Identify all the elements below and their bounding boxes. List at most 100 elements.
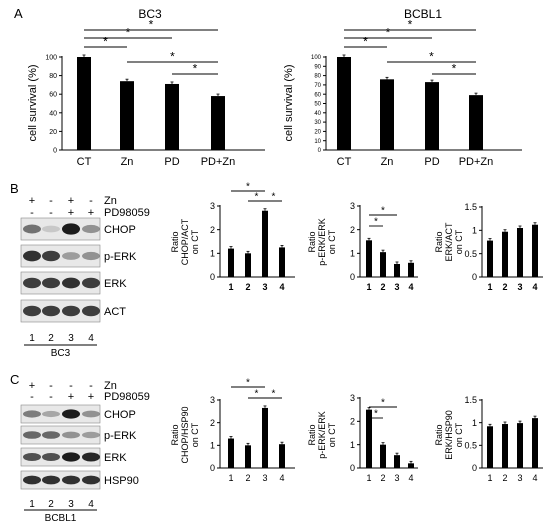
x-tick-label: 3	[394, 282, 399, 292]
chart-title: BCBL1	[404, 7, 442, 21]
y-tick-label: 1	[350, 440, 355, 450]
blot-band	[62, 431, 80, 439]
lane-number: 4	[88, 499, 94, 510]
blot-band	[82, 431, 100, 439]
y-axis-label: ERK/HSP90	[444, 410, 454, 460]
panel-label-b: B	[10, 181, 19, 196]
bar	[532, 418, 538, 468]
panel-label-c: C	[10, 372, 19, 387]
lane-number: 1	[29, 499, 35, 510]
y-tick-label: 50	[314, 102, 321, 108]
blot-band	[23, 277, 41, 289]
y-tick-label: 2	[210, 225, 215, 235]
panel-label-a: A	[14, 6, 23, 21]
y-tick-label: 20	[314, 130, 321, 136]
blot-band	[62, 452, 80, 462]
x-tick-label: 1	[228, 282, 233, 292]
y-tick-label: 3	[350, 201, 355, 211]
x-tick-label: 2	[502, 282, 507, 292]
band-label: ACT	[104, 306, 126, 318]
x-tick-label: 1	[487, 282, 492, 292]
x-tick-label: 4	[279, 473, 284, 483]
bar	[228, 248, 234, 277]
treatment-sign: -	[49, 195, 53, 207]
bar	[262, 407, 268, 468]
treatment-sign: +	[29, 380, 35, 392]
y-tick-label: 3	[210, 201, 215, 211]
y-tick-label: 1.5	[464, 202, 477, 212]
significance-star: *	[255, 192, 259, 203]
x-tick-label: 3	[394, 473, 399, 483]
significance-star: *	[246, 182, 250, 193]
significance-star: *	[103, 35, 108, 49]
y-tick-label: 2	[210, 418, 215, 428]
y-tick-label: 40	[49, 110, 57, 117]
significance-star: *	[272, 389, 276, 400]
y-tick-label: 0	[318, 148, 322, 154]
bar	[165, 83, 179, 150]
bar	[408, 262, 414, 277]
band-label: ERK	[104, 278, 127, 290]
lane-number: 3	[68, 499, 74, 510]
x-tick-label: 4	[532, 282, 537, 292]
y-axis-label: on CT	[190, 422, 200, 447]
y-axis-label: on CT	[454, 422, 464, 447]
bar	[245, 253, 251, 277]
chart-a-bc3: BC3 0 20 40 60 80 100 cell survival (%) CT Zn PD PD…	[27, 7, 265, 168]
x-tick-label: 1	[366, 473, 371, 483]
blot-band	[42, 225, 60, 233]
blot-band	[82, 410, 100, 418]
blot-band	[23, 475, 41, 485]
y-axis-label: p-ERK/ERK	[317, 218, 327, 266]
bar	[262, 210, 268, 277]
treatment-sign: -	[69, 380, 73, 392]
treatment-label: PD98059	[104, 391, 150, 403]
bar	[337, 57, 351, 150]
x-tick-label: 4	[408, 473, 413, 483]
x-tick-label: 2	[380, 282, 385, 292]
blot-band	[42, 452, 60, 462]
treatment-sign: +	[68, 391, 74, 403]
blot-band	[23, 410, 41, 418]
chart-title: BC3	[138, 7, 162, 21]
bar	[366, 240, 372, 277]
bar	[279, 247, 285, 277]
bar	[517, 423, 523, 468]
x-tick-label: 1	[487, 473, 492, 483]
bar	[380, 79, 394, 150]
blot-band	[82, 452, 100, 462]
y-tick-label: 0	[472, 272, 477, 282]
y-tick-label: 3	[210, 395, 215, 405]
x-tick-label: 3	[517, 473, 522, 483]
y-tick-label: 1	[210, 248, 215, 258]
chart-b-chop: 0 1 2 3 Ratio CHOP/ACT on CT 1 2 3 4 * * *	[170, 182, 295, 292]
treatment-sign: -	[89, 380, 93, 392]
treatment-label: PD98059	[104, 207, 150, 219]
y-tick-label: 40	[314, 111, 321, 117]
blot-band	[42, 410, 60, 418]
chart-c-chop: 0 1 2 3 Ratio CHOP/HSP90 on CT 1 2 3 4 * * *	[170, 378, 295, 483]
y-tick-label: 2	[350, 416, 355, 426]
lane-number: 3	[68, 333, 74, 344]
blot-band	[82, 251, 100, 261]
band-label: CHOP	[104, 224, 136, 236]
blot-band	[42, 305, 60, 317]
y-tick-label: 0	[210, 463, 215, 473]
chart-a-bcbl1: BCBL1 0 10 20 30 40 50 60 70 80 90 100 cell survival…	[283, 7, 522, 168]
y-axis-label: CHOP/ACT	[180, 218, 190, 265]
treatment-sign: +	[29, 195, 35, 207]
treatment-sign: +	[68, 195, 74, 207]
y-tick-label: 30	[314, 120, 321, 126]
y-axis-label: ERK/ACT	[444, 222, 454, 262]
y-tick-label: 70	[314, 83, 321, 89]
x-tick-label: PD+Zn	[201, 156, 236, 168]
treatment-sign: +	[68, 207, 74, 219]
y-axis-label: on CT	[454, 229, 464, 254]
blot-band	[23, 452, 41, 462]
significance-star: *	[386, 26, 391, 40]
